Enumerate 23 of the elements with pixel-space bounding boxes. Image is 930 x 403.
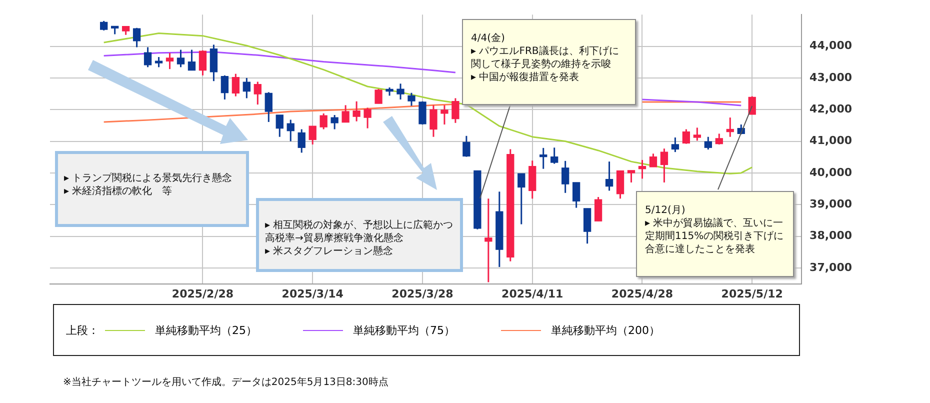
x-tick-label: 2025/3/28 xyxy=(392,287,454,300)
y-tick-label: 40,000 xyxy=(810,166,852,179)
legend-label: 単純移動平均（200） xyxy=(551,322,660,338)
legend-title: 上段： xyxy=(66,322,99,338)
x-tick-label: 2025/2/28 xyxy=(172,287,234,300)
callout-box: 4/4(金) ▸ パウエルFRB議長は、利下げに関して様子見姿勢の維持を示唆 ▸ 中国が報復措置を発表 xyxy=(462,19,636,105)
callout-box: ▸ 相互関税の対象が、予想以上に広範かつ高税率→貿易摩擦戦争激化懸念 ▸ 米スタグフレーション懸念 xyxy=(256,198,463,272)
y-tick-label: 43,000 xyxy=(810,70,852,84)
x-tick-label: 2025/4/28 xyxy=(611,287,674,300)
y-tick-label: 39,000 xyxy=(810,197,852,210)
legend-label: 単純移動平均（75） xyxy=(353,322,455,338)
y-tick-label: 44,000 xyxy=(810,39,852,52)
x-tick-label: 2025/5/12 xyxy=(721,287,783,300)
y-tick-label: 38,000 xyxy=(810,229,852,242)
x-tick-label: 2025/3/14 xyxy=(282,287,344,300)
callout-box: ▸ トランプ関税による景気先行き懸念 ▸ 米経済指標の軟化 等 xyxy=(55,151,249,227)
text: ※当社チャートツールを用いて作成。データは2025年5月13日8:30時点 xyxy=(63,376,390,390)
y-tick-label: 37,000 xyxy=(810,260,852,274)
callout-box: 5/12(月) ▸ 米中が貿易協議で、互いに一定期間115%の関税引き下げに合意に達したことを発表 xyxy=(636,191,794,277)
x-tick-label: 2025/4/11 xyxy=(502,287,564,300)
y-tick-label: 41,000 xyxy=(810,134,852,148)
legend-label: 単純移動平均（25） xyxy=(155,322,257,338)
y-tick-label: 42,000 xyxy=(810,102,852,116)
